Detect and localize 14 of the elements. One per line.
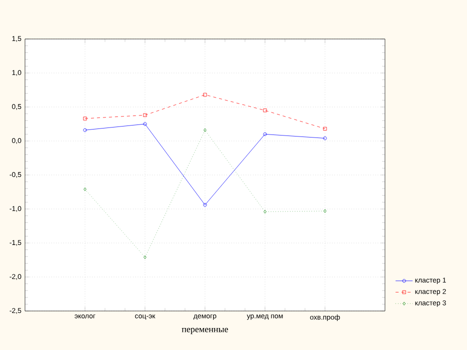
point: [143, 113, 147, 117]
x-axis-title: переменные: [182, 328, 228, 334]
point: [144, 255, 146, 260]
point: [324, 209, 326, 213]
point: [83, 116, 87, 120]
point: [204, 128, 206, 132]
point: [263, 132, 267, 136]
point: [203, 203, 207, 207]
point: [203, 92, 207, 97]
point: [323, 126, 327, 131]
point: [264, 210, 266, 214]
point: [263, 108, 267, 112]
point: [84, 187, 86, 192]
point: [143, 122, 147, 126]
